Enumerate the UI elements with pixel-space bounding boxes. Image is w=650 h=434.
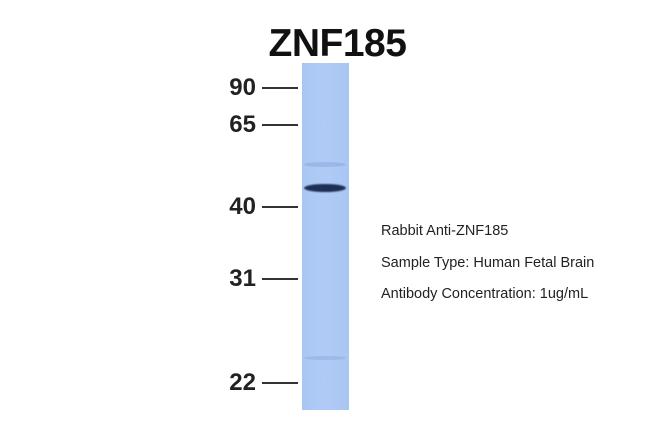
blot-title: ZNF185 [268, 22, 407, 65]
marker-label: 40 [229, 193, 256, 220]
marker-label: 22 [229, 369, 256, 396]
marker-tick [262, 278, 298, 280]
marker-tick [262, 87, 298, 89]
concentration-label: Antibody Concentration: 1ug/mL [381, 286, 589, 302]
sample-type-label: Sample Type: Human Fetal Brain [381, 255, 595, 271]
faint-band-low [304, 356, 346, 360]
marker-label: 90 [229, 74, 256, 101]
marker-tick [262, 206, 298, 208]
marker-31: 31 [200, 267, 300, 291]
marker-40: 40 [200, 195, 300, 219]
blot-lane [302, 63, 349, 410]
marker-tick [262, 124, 298, 126]
marker-22: 22 [200, 371, 300, 395]
faint-band [304, 162, 346, 167]
marker-tick [262, 382, 298, 384]
marker-label: 31 [229, 265, 256, 292]
main-band [304, 184, 346, 192]
marker-90: 90 [200, 76, 300, 100]
antibody-label: Rabbit Anti-ZNF185 [381, 223, 509, 239]
marker-label: 65 [229, 111, 256, 138]
marker-65: 65 [200, 113, 300, 137]
